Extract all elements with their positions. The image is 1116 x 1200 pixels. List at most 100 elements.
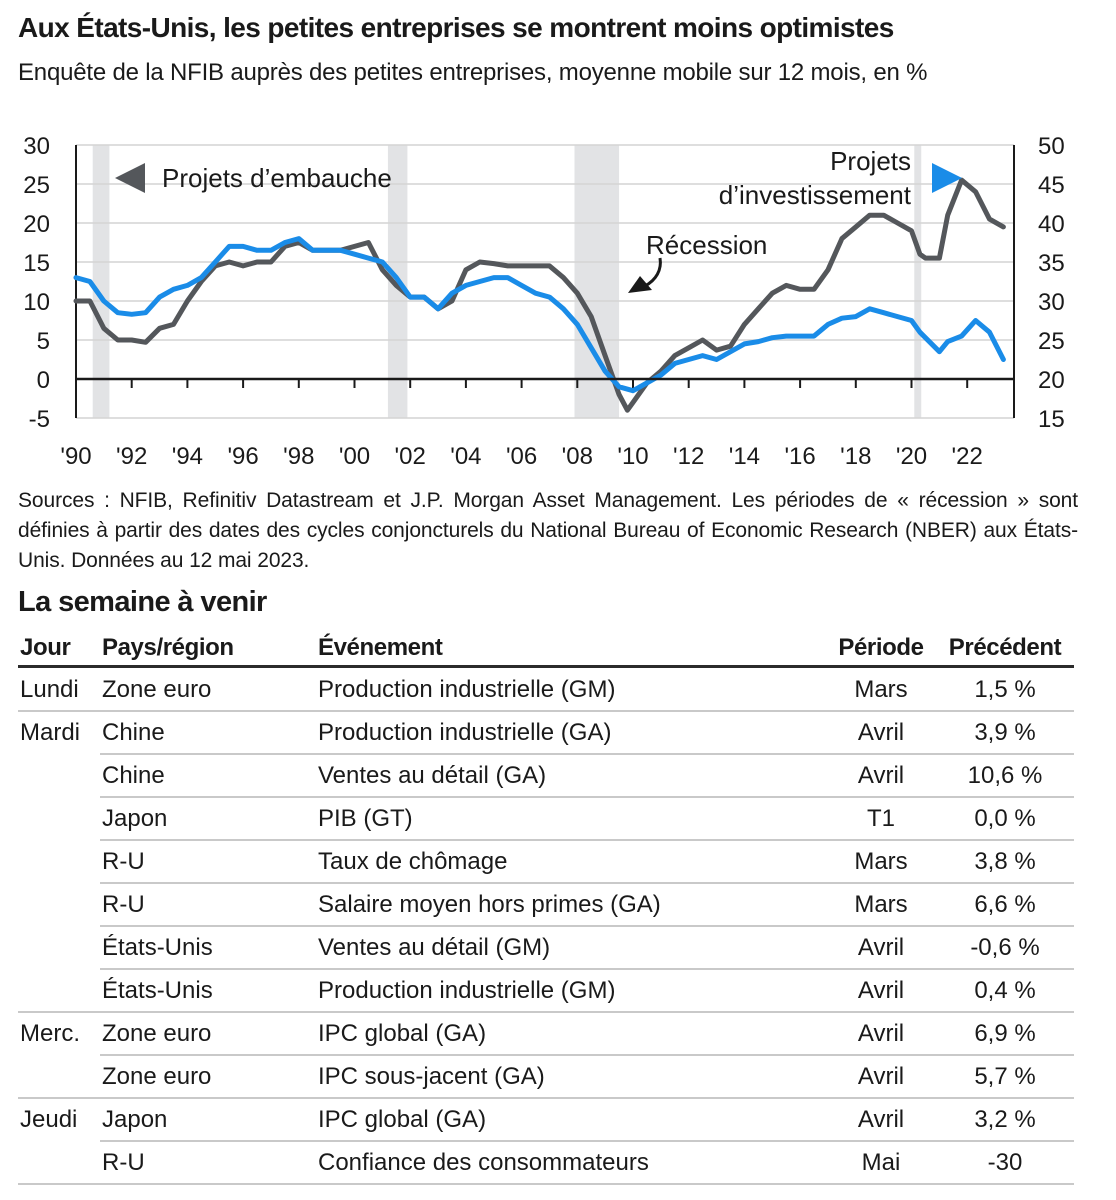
x-tick-label: '16 (784, 443, 815, 470)
investment-label-2: d’investissement (719, 180, 912, 210)
cell-event: Confiance des consommateurs (318, 1149, 649, 1176)
cell-period: Avril (857, 1106, 905, 1133)
cell-day: Merc. (20, 1020, 80, 1047)
x-tick-label: '04 (450, 443, 481, 470)
hiring-line (73, 177, 1006, 413)
cell-previous: 3,2 % (974, 1106, 1036, 1133)
x-tick-label: '00 (339, 443, 370, 470)
page-subtitle: Enquête de la NFIB auprès des petites en… (18, 59, 928, 86)
table-row: États-Unis Ventes au détail (GM) Avril -0,6… (0, 926, 1116, 969)
x-tick-label: '96 (227, 443, 258, 470)
row-divider (100, 925, 1074, 927)
cell-period: Avril (857, 977, 905, 1004)
row-divider (100, 1054, 1074, 1056)
right-tick-label: 35 (1038, 250, 1065, 277)
row-divider (100, 882, 1074, 884)
table-row: R-U Salaire moyen hors primes (GA) Mars 6,6… (0, 883, 1116, 926)
table-row: Merc. Zone euro IPC global (GA) Avril 6,9 % (0, 1012, 1116, 1055)
x-tick-label: '22 (952, 443, 983, 470)
x-tick-label: '90 (60, 443, 91, 470)
cell-country: États-Unis (102, 977, 213, 1004)
cell-previous: -0,6 % (970, 934, 1040, 961)
right-tick-label: 50 (1038, 133, 1065, 160)
left-tick-label: -5 (29, 406, 50, 433)
cell-day: Mardi (20, 719, 81, 746)
recession-arrowhead-icon (628, 276, 652, 293)
left-tick-label: 15 (23, 250, 50, 277)
col-event: Événement (318, 634, 443, 661)
row-divider (100, 968, 1074, 970)
cell-day: Jeudi (20, 1106, 78, 1133)
cell-previous: 6,6 % (974, 891, 1036, 918)
row-divider (100, 839, 1074, 841)
cell-period: Avril (857, 719, 905, 746)
cell-country: R-U (102, 891, 145, 918)
cell-event: Ventes au détail (GM) (318, 934, 551, 961)
row-divider (100, 796, 1074, 798)
cell-country: Zone euro (102, 676, 212, 703)
cell-event: Salaire moyen hors primes (GA) (318, 891, 661, 918)
col-period: Période (838, 634, 924, 661)
cell-previous: 3,8 % (974, 848, 1036, 875)
cell-period: Avril (857, 934, 905, 961)
cell-country: Chine (102, 762, 165, 789)
right-tick-label: 15 (1038, 406, 1065, 433)
left-tick-label: 25 (23, 172, 50, 199)
cell-event: Production industrielle (GA) (318, 719, 612, 746)
left-tick-label: 30 (23, 133, 50, 160)
x-tick-label: '18 (840, 443, 871, 470)
investment-line (73, 236, 1006, 394)
right-tick-label: 45 (1038, 172, 1065, 199)
cell-previous: 0,4 % (974, 977, 1036, 1004)
cell-country: Zone euro (102, 1063, 212, 1090)
cell-country: Chine (102, 719, 165, 746)
right-tick-label: 40 (1038, 211, 1065, 238)
recession-label: Récession (646, 230, 767, 260)
x-tick-label: '08 (562, 443, 593, 470)
table-title: La semaine à venir (18, 586, 267, 618)
left-tick-label: 0 (37, 367, 50, 394)
col-country: Pays/région (102, 634, 234, 661)
cell-period: Avril (857, 762, 905, 789)
cell-event: IPC sous-jacent (GA) (318, 1063, 545, 1090)
table-row: Jeudi Japon IPC global (GA) Avril 3,2 % (0, 1098, 1116, 1141)
recession-band (92, 145, 110, 418)
cell-previous: -30 (987, 1149, 1023, 1176)
cell-event: IPC global (GA) (318, 1020, 487, 1047)
cell-previous: 3,9 % (974, 719, 1036, 746)
sources-note: Sources : NFIB, Refinitiv Datastream et … (18, 489, 1078, 572)
left-tick-label: 5 (37, 328, 50, 355)
x-tick-label: '12 (673, 443, 704, 470)
x-tick-label: '94 (172, 443, 203, 470)
cell-previous: 5,7 % (974, 1063, 1036, 1090)
left-tick-label: 10 (23, 289, 50, 316)
table-row: R-U Taux de chômage Mars 3,8 % (0, 840, 1116, 883)
right-arrow-icon (932, 163, 962, 193)
table-bottom-divider (18, 1183, 1074, 1185)
x-tick-label: '10 (617, 443, 648, 470)
cell-previous: 0,0 % (974, 805, 1036, 832)
table-row: Mardi Chine Production industrielle (GA) Av… (0, 711, 1116, 754)
table-row: États-Unis Production industrielle (GM) Av… (0, 969, 1116, 1012)
table-row: Lundi Zone euro Production industrielle (G… (0, 668, 1116, 711)
right-tick-label: 25 (1038, 328, 1065, 355)
left-tick-label: 20 (23, 211, 50, 238)
x-tick-label: '14 (729, 443, 760, 470)
cell-period: Avril (857, 1020, 905, 1047)
cell-country: R-U (102, 848, 145, 875)
row-divider (100, 1140, 1074, 1142)
cell-previous: 6,9 % (974, 1020, 1036, 1047)
table-row: Zone euro IPC sous-jacent (GA) Avril 5,7 % (0, 1055, 1116, 1098)
left-arrow-icon (115, 163, 145, 193)
recession-arrow-icon (644, 257, 662, 288)
recession-band (914, 145, 922, 418)
x-tick-label: '20 (896, 443, 927, 470)
cell-previous: 1,5 % (974, 676, 1036, 703)
row-divider (18, 1011, 1074, 1013)
cell-event: Taux de chômage (318, 848, 508, 875)
table-row: Chine Ventes au détail (GA) Avril 10,6 % (0, 754, 1116, 797)
table-row: R-U Confiance des consommateurs Mai -30 (0, 1141, 1116, 1184)
cell-country: Japon (102, 805, 168, 832)
cell-event: IPC global (GA) (318, 1106, 487, 1133)
cell-event: Ventes au détail (GA) (318, 762, 547, 789)
